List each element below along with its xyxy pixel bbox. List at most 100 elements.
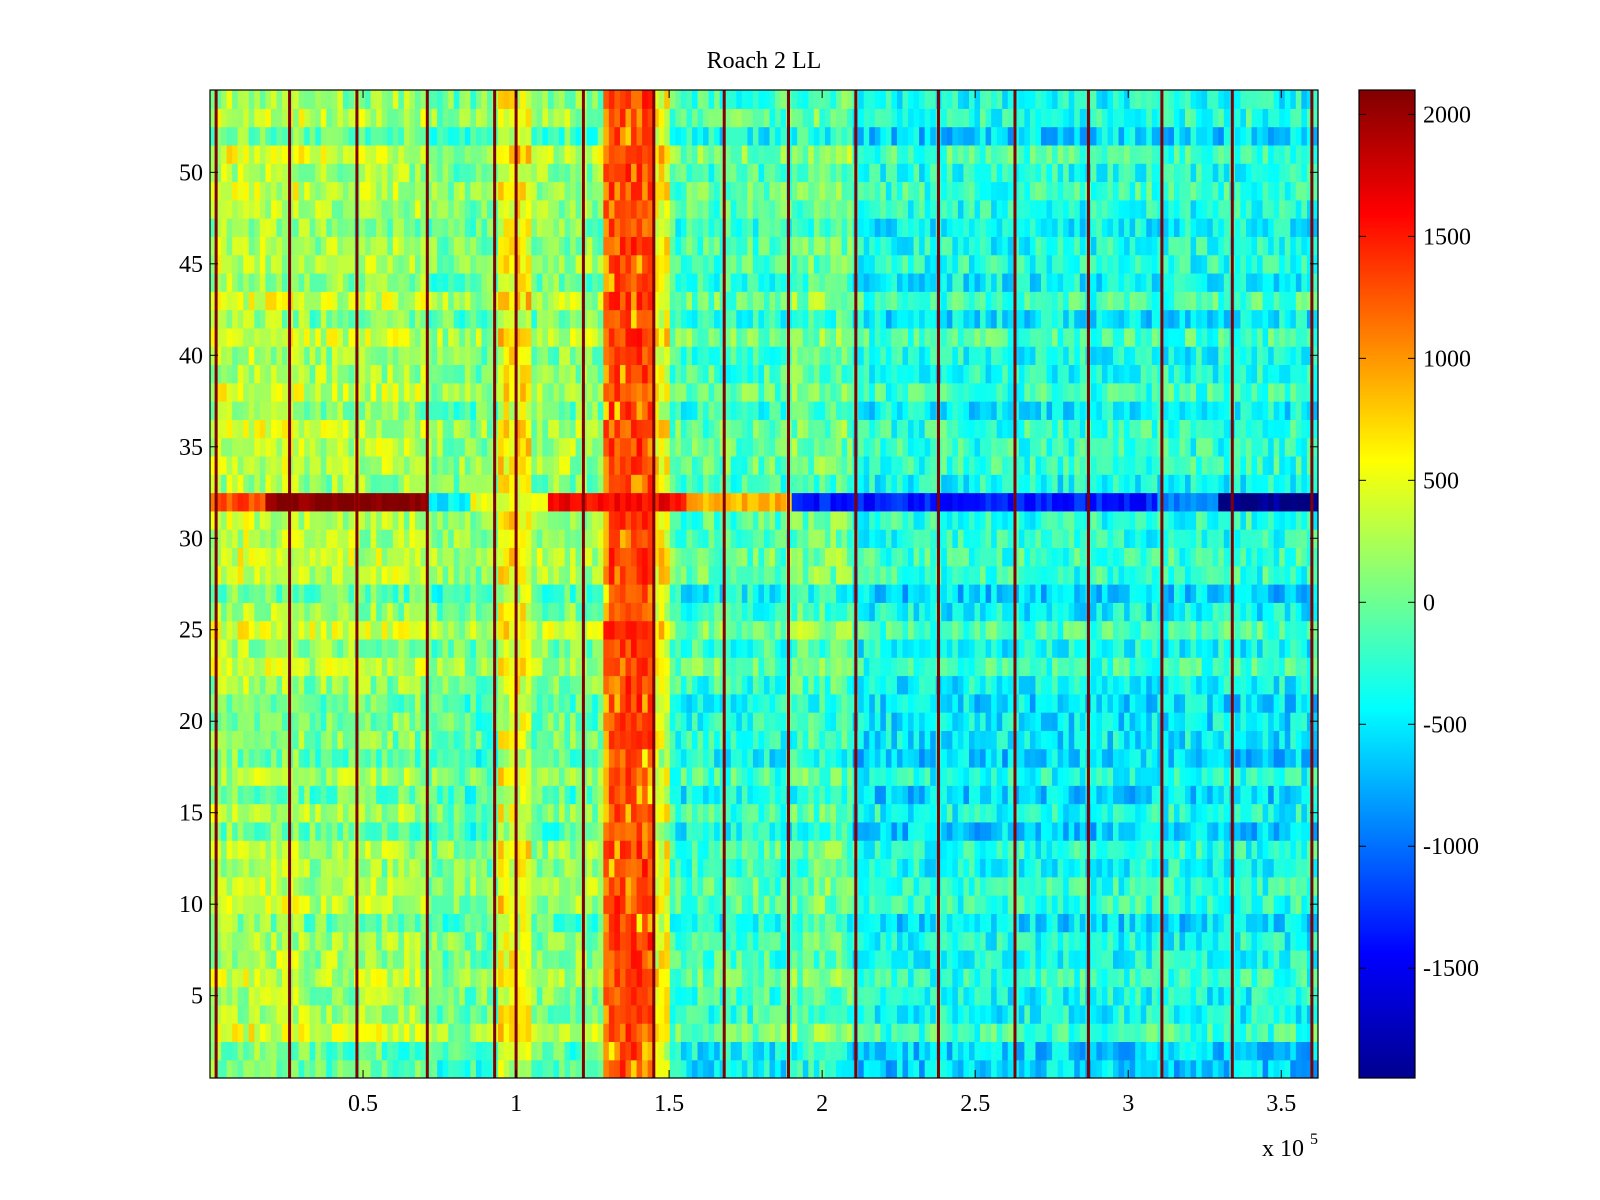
heatmap-cell <box>930 730 937 750</box>
heatmap-cell <box>586 675 593 695</box>
heatmap-cell <box>237 931 244 951</box>
heatmap-cell <box>991 968 998 988</box>
heatmap-cell <box>1196 840 1203 860</box>
heatmap-cell <box>304 748 311 768</box>
heatmap-cell <box>487 968 494 988</box>
heatmap-cell <box>1090 748 1097 768</box>
heatmap-cell <box>908 895 915 914</box>
heatmap-cell <box>498 693 505 713</box>
heatmap-cell <box>232 986 239 1006</box>
heatmap-cell <box>348 1023 355 1043</box>
heatmap-cell <box>414 1004 422 1024</box>
heatmap-cell <box>642 730 649 750</box>
heatmap-cell <box>1068 748 1075 768</box>
heatmap-cell <box>1002 766 1009 786</box>
heatmap-cell <box>1113 785 1120 805</box>
heatmap-cell <box>459 1059 466 1078</box>
heatmap-cell <box>1007 821 1014 841</box>
heatmap-cell <box>625 638 632 658</box>
heatmap-cell <box>1201 858 1208 878</box>
heatmap-cell <box>1290 748 1297 768</box>
heatmap-cell <box>780 821 787 841</box>
heatmap-cell <box>1107 1004 1114 1024</box>
heatmap-cell <box>1273 1059 1280 1078</box>
heatmap-cell <box>1135 1004 1142 1024</box>
heatmap-cell <box>985 1059 992 1078</box>
heatmap-cell <box>631 620 638 640</box>
heatmap-cell <box>1029 785 1037 805</box>
heatmap-cell <box>431 620 438 640</box>
heatmap-cell <box>403 693 411 713</box>
heatmap-cell <box>764 766 771 786</box>
heatmap-cell <box>824 1041 832 1061</box>
heatmap-cell <box>691 693 699 713</box>
heatmap-cell <box>226 712 233 731</box>
heatmap-cell <box>1179 693 1186 713</box>
heatmap-cell <box>963 1004 970 1024</box>
heatmap-cell <box>1029 1004 1037 1024</box>
heatmap-cell <box>221 858 228 878</box>
heatmap-cell <box>232 620 239 640</box>
heatmap-cell <box>381 840 388 860</box>
heatmap-cell <box>487 931 494 951</box>
heatmap-cell <box>1041 913 1048 933</box>
heatmap-cell <box>254 1059 261 1078</box>
heatmap-cell <box>1057 840 1064 860</box>
heatmap-cell <box>503 968 510 988</box>
heatmap-cell <box>531 1023 538 1043</box>
heatmap-cell <box>980 748 987 768</box>
heatmap-cell <box>464 803 471 823</box>
heatmap-cell <box>1162 968 1170 988</box>
heatmap-cell <box>331 748 339 768</box>
heatmap-cell <box>326 620 333 640</box>
heatmap-cell <box>908 876 915 896</box>
heatmap-cell <box>791 785 798 805</box>
heatmap-cell <box>608 858 616 878</box>
heatmap-cell <box>459 675 466 695</box>
heatmap-cell <box>985 895 992 914</box>
heatmap-cell <box>1251 821 1258 841</box>
heatmap-cell <box>315 913 322 933</box>
heatmap-cell <box>298 803 305 823</box>
heatmap-cell <box>836 657 843 677</box>
heatmap-cell <box>1135 876 1142 896</box>
heatmap-cell <box>813 712 820 731</box>
heatmap-cell <box>1124 1059 1131 1078</box>
heatmap-cell <box>769 1004 776 1024</box>
heatmap-cell <box>758 620 765 640</box>
heatmap-cell <box>1173 730 1181 750</box>
heatmap-cell <box>1268 712 1275 731</box>
heatmap-cell <box>1135 712 1142 731</box>
heatmap-cell <box>1124 858 1131 878</box>
heatmap-cell <box>1107 931 1114 951</box>
heatmap-cell <box>642 913 649 933</box>
heatmap-cell <box>309 840 316 860</box>
heatmap-cell <box>514 657 521 677</box>
heatmap-cell <box>653 968 660 988</box>
heatmap-cell <box>1063 949 1070 969</box>
heatmap-cell <box>653 620 660 640</box>
heatmap-cell <box>664 931 671 951</box>
heatmap-cell <box>254 1023 261 1043</box>
heatmap-cell <box>741 785 748 805</box>
heatmap-cell <box>1090 675 1097 695</box>
heatmap-cell <box>370 876 377 896</box>
heatmap-cell <box>509 821 516 841</box>
heatmap-cell <box>775 657 782 677</box>
heatmap-cell <box>459 840 466 860</box>
heatmap-cell <box>642 657 649 677</box>
heatmap-cell <box>603 1004 610 1024</box>
heatmap-cell <box>459 693 466 713</box>
heatmap-cell <box>714 620 721 640</box>
heatmap-cell <box>464 968 471 988</box>
heatmap-cell <box>293 748 300 768</box>
heatmap-cell <box>636 840 643 860</box>
heatmap-cell <box>830 1023 837 1043</box>
heatmap-cell <box>952 638 959 658</box>
heatmap-cell <box>1068 913 1075 933</box>
heatmap-cell <box>1290 858 1297 878</box>
heatmap-cell <box>880 785 887 805</box>
heatmap-cell <box>1207 1023 1214 1043</box>
heatmap-cell <box>1129 986 1136 1006</box>
heatmap-cell <box>991 858 998 878</box>
